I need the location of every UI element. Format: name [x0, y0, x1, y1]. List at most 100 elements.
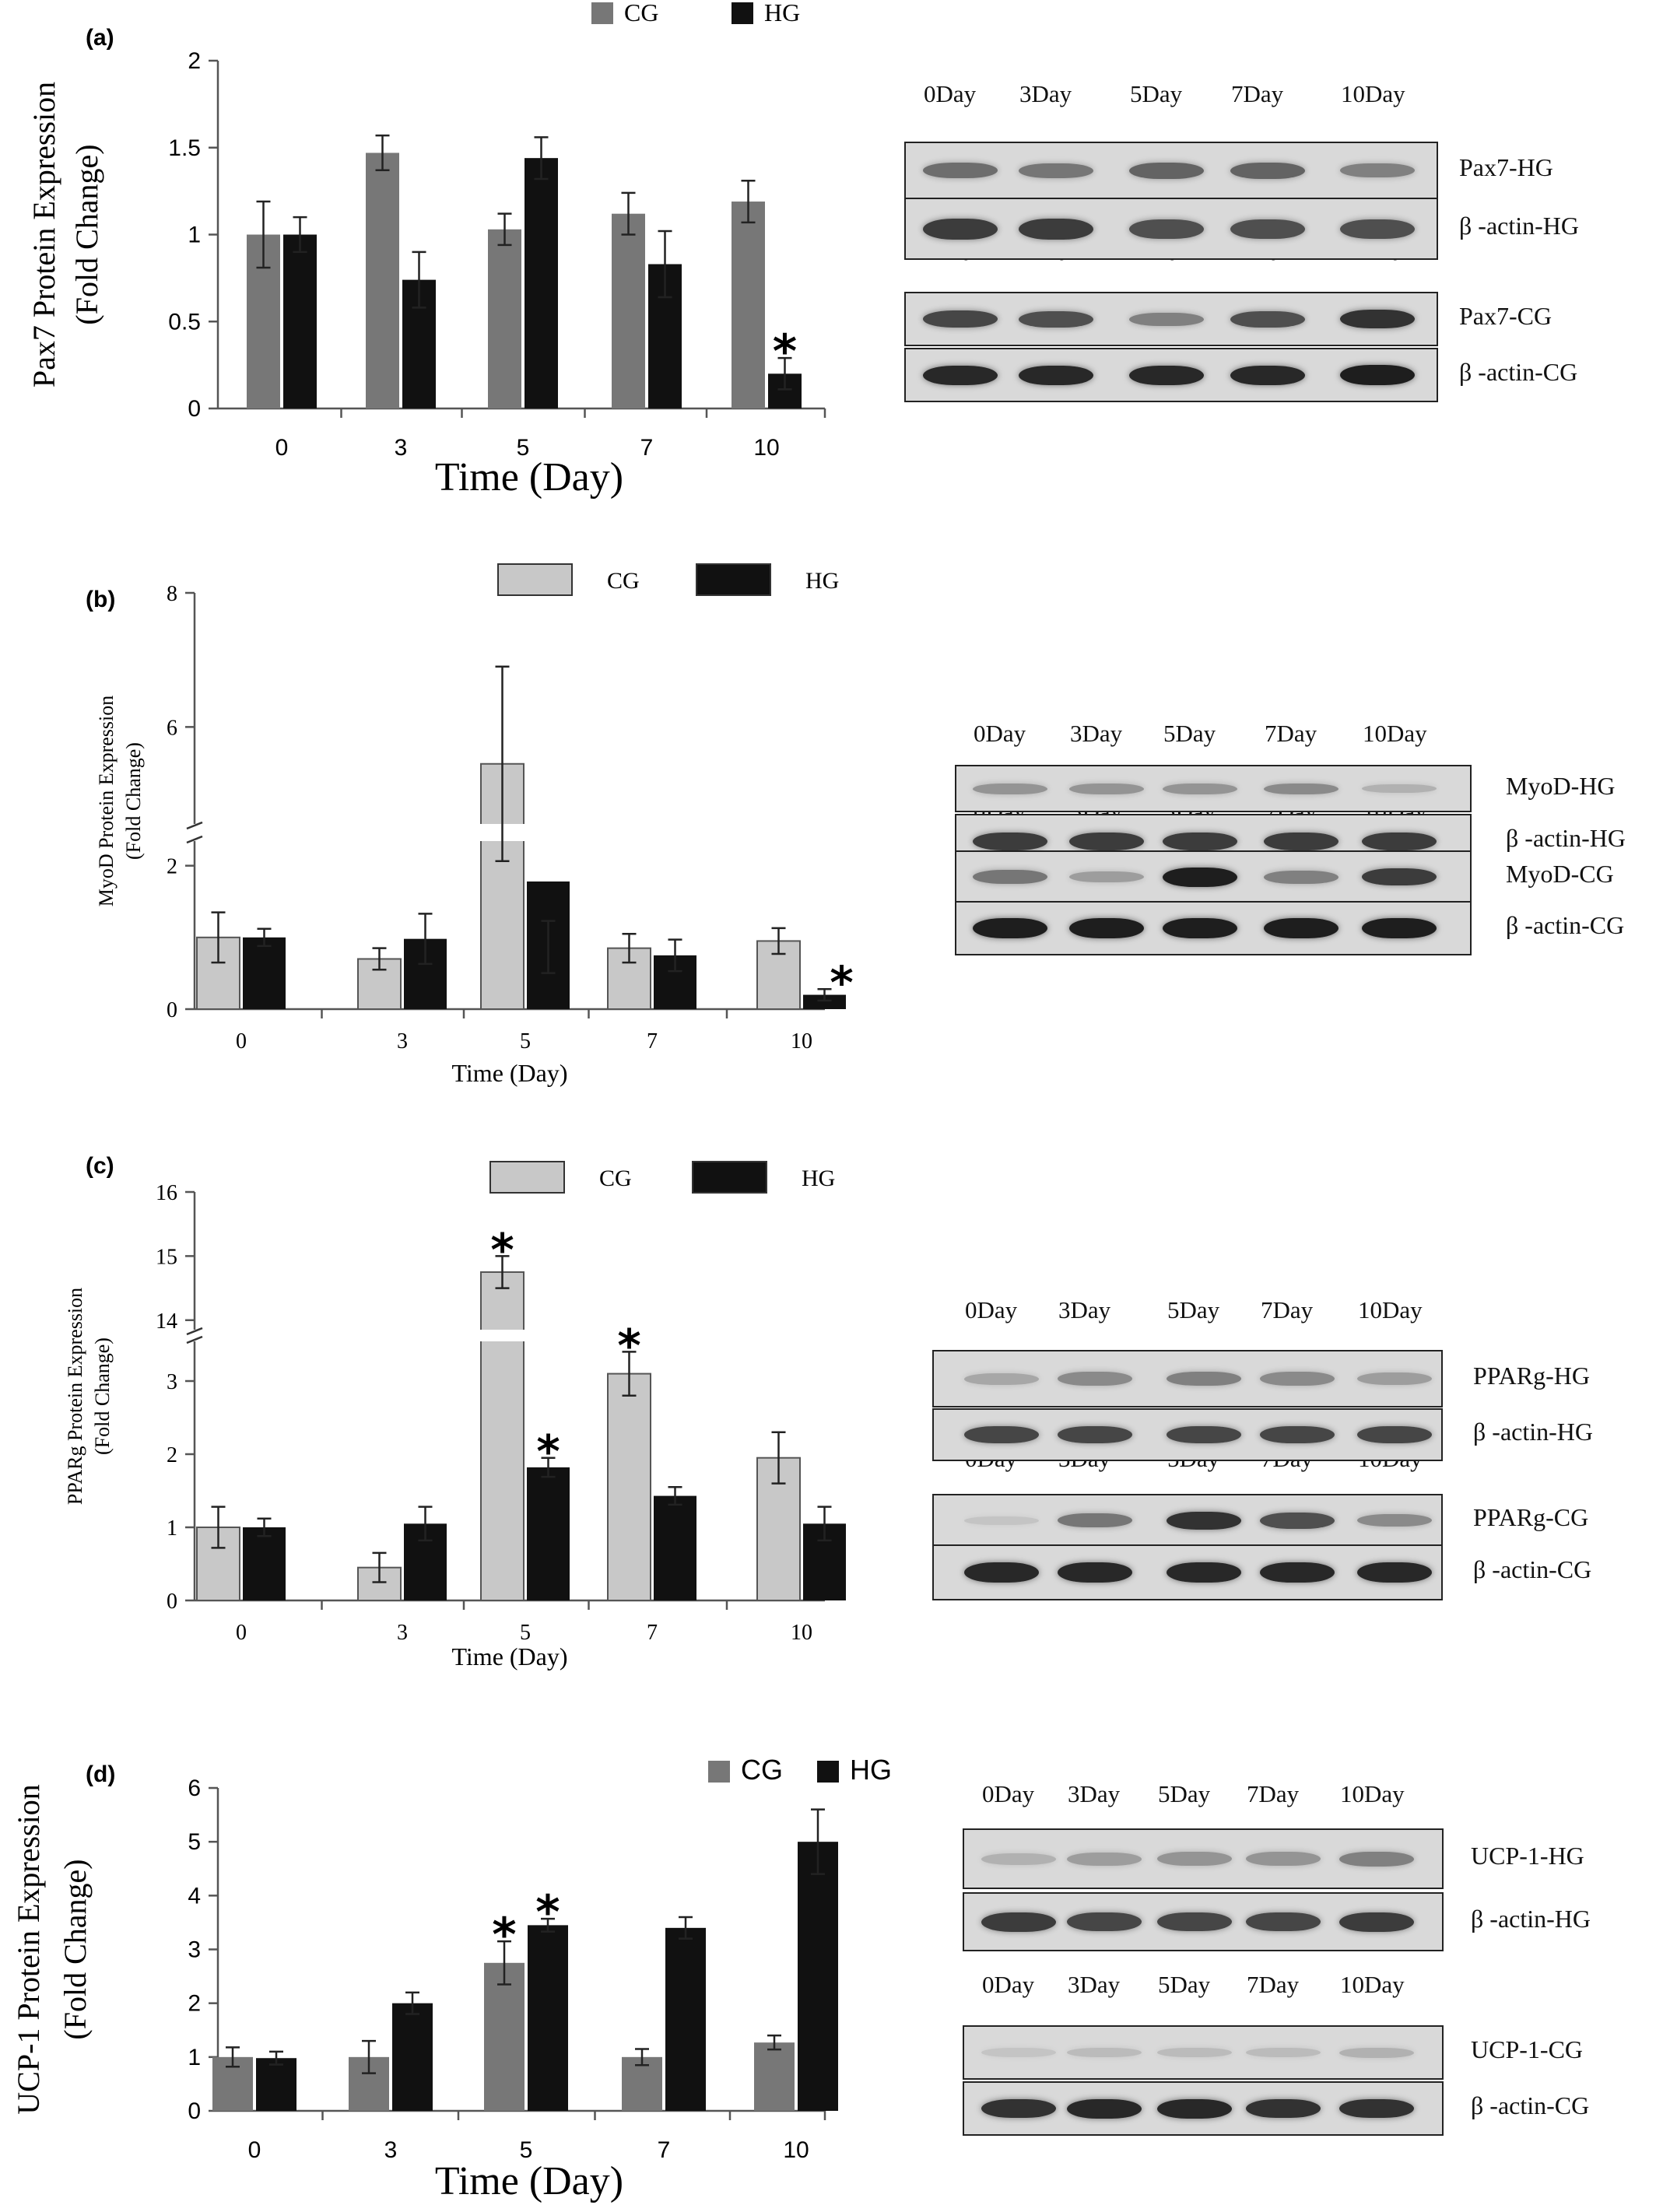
blot-band — [1264, 783, 1338, 794]
blot-strip-a-2 — [904, 292, 1438, 346]
lane-label-bottom-d-0: 0Day — [982, 1971, 1035, 1998]
blot-band — [1339, 1851, 1414, 1867]
blot-band — [1339, 2099, 1414, 2118]
lane-label-top-c-1: 3Day — [1058, 1296, 1111, 1323]
bar-a-CG-10 — [732, 202, 765, 408]
blot-row-label-b-0: MyoD-HG — [1506, 771, 1616, 800]
blot-band — [1019, 310, 1093, 328]
panel-label-b: (b) — [86, 587, 115, 612]
blot-band — [1058, 1372, 1132, 1386]
blot-row-label-d-0: UCP-1-HG — [1471, 1842, 1584, 1870]
lane-label-top-a-2: 5Day — [1130, 80, 1183, 107]
y-tick-label-d-4: 4 — [188, 1883, 201, 1909]
blot-band — [1067, 2098, 1142, 2119]
bar-d-CG-5 — [484, 1962, 525, 2111]
blot-band — [1264, 870, 1338, 884]
blot-band — [1069, 832, 1144, 850]
blot-band — [1362, 868, 1437, 885]
blot-band — [1260, 1372, 1335, 1386]
bar-d-HG-10 — [798, 1842, 838, 2111]
bar-a-HG-0 — [283, 234, 317, 408]
blot-strip-b-2 — [955, 850, 1472, 903]
bar-c-HG-7 — [654, 1495, 696, 1600]
blot-strip-d-2 — [963, 2025, 1444, 2080]
lane-label-top-d-3: 7Day — [1247, 1780, 1300, 1807]
blot-band — [964, 1372, 1039, 1385]
lane-label-top-c-4: 10Day — [1358, 1296, 1423, 1323]
blot-band — [973, 918, 1047, 938]
lane-label-top-c-2: 5Day — [1167, 1296, 1220, 1323]
blot-band — [1019, 365, 1093, 385]
bar-c-HG-0 — [243, 1527, 286, 1600]
blot-band — [1067, 2048, 1142, 2057]
blot-band — [1357, 1426, 1432, 1443]
blot-band — [1058, 1426, 1132, 1443]
lane-label-top-a-0: 0Day — [924, 80, 977, 107]
x-tick-label-c-5: 5 — [520, 1621, 531, 1645]
y-tick-label-c-4: 14 — [156, 1309, 177, 1334]
bar-a-CG-3 — [366, 152, 399, 408]
blot-band — [1163, 867, 1237, 887]
legend-label-c-HG: HG — [802, 1166, 835, 1191]
blot-band — [1019, 163, 1093, 178]
lane-label-top-d-0: 0Day — [982, 1780, 1035, 1807]
blot-row-label-d-3: β -actin-CG — [1471, 2091, 1590, 2119]
legend-swatch-a-CG — [591, 2, 613, 24]
lane-label-top-b-0: 0Day — [974, 720, 1026, 747]
legend-label-a-HG: HG — [764, 0, 800, 26]
blot-band — [1340, 365, 1415, 385]
significance-asterisk-b-0: * — [830, 956, 853, 1009]
x-axis-label-b: Time (Day) — [451, 1059, 567, 1087]
blot-band — [1157, 2098, 1232, 2119]
bar-d-HG-5 — [528, 1925, 568, 2111]
y-axis-label-d-0: UCP-1 Protein Expression — [11, 1784, 46, 2114]
lane-label-top-b-1: 3Day — [1070, 720, 1123, 747]
blot-row-label-d-2: UCP-1-CG — [1471, 2035, 1584, 2063]
blot-band — [1167, 1562, 1241, 1583]
blot-band — [981, 2048, 1056, 2057]
bar-b-HG-10 — [803, 994, 846, 1009]
blot-strip-c-1 — [932, 1408, 1443, 1461]
blot-band — [1069, 918, 1144, 938]
blot-band — [923, 365, 998, 385]
lane-label-top-b-2: 5Day — [1163, 720, 1216, 747]
y-axis-label-c-0: PPARg Protein Expression — [64, 1288, 86, 1505]
lane-label-top-c-3: 7Day — [1261, 1296, 1314, 1323]
significance-asterisk-c-2: * — [617, 1319, 640, 1372]
y-tick-label-d-0: 0 — [188, 2098, 201, 2124]
legend-label-d-CG: CG — [741, 1754, 783, 1786]
lane-label-top-d-4: 10Day — [1340, 1780, 1405, 1807]
blot-band — [1362, 784, 1437, 793]
blot-band — [1357, 1372, 1432, 1385]
x-tick-label-d-7: 7 — [658, 2137, 671, 2163]
bar-a-CG-5 — [488, 229, 521, 408]
lane-label-bottom-d-4: 10Day — [1340, 1971, 1405, 1998]
blot-band — [973, 783, 1047, 794]
blot-band — [1157, 1912, 1232, 1931]
x-tick-label-b-5: 5 — [520, 1029, 531, 1053]
legend-swatch-b-CG — [497, 563, 573, 596]
y-tick-label-c-0: 0 — [167, 1590, 177, 1614]
blot-band — [1058, 1562, 1132, 1583]
blot-band — [1230, 219, 1305, 239]
blot-band — [1019, 218, 1093, 240]
blot-band — [1362, 832, 1437, 850]
blot-band — [1067, 1912, 1142, 1931]
blot-band — [1167, 1372, 1241, 1386]
x-tick-label-d-0: 0 — [248, 2137, 261, 2163]
blot-row-label-c-1: β -actin-HG — [1473, 1418, 1593, 1446]
bar-a-HG-5 — [525, 158, 558, 408]
y-axis-label-b-0: MyoD Protein Expression — [95, 696, 118, 907]
x-tick-label-a-10: 10 — [753, 435, 779, 461]
y-tick-label-a-3: 1.5 — [168, 135, 201, 161]
lane-label-bottom-d-2: 5Day — [1158, 1971, 1211, 1998]
bar-d-HG-7 — [665, 1927, 706, 2111]
blot-band — [1129, 312, 1204, 326]
bar-b-HG-0 — [243, 937, 286, 1009]
blot-band — [1163, 832, 1237, 850]
lane-label-top-a-3: 7Day — [1231, 80, 1284, 107]
x-tick-label-d-5: 5 — [520, 2137, 533, 2163]
blot-band — [1340, 310, 1415, 328]
blot-band — [1163, 918, 1237, 938]
blot-band — [1260, 1512, 1335, 1529]
